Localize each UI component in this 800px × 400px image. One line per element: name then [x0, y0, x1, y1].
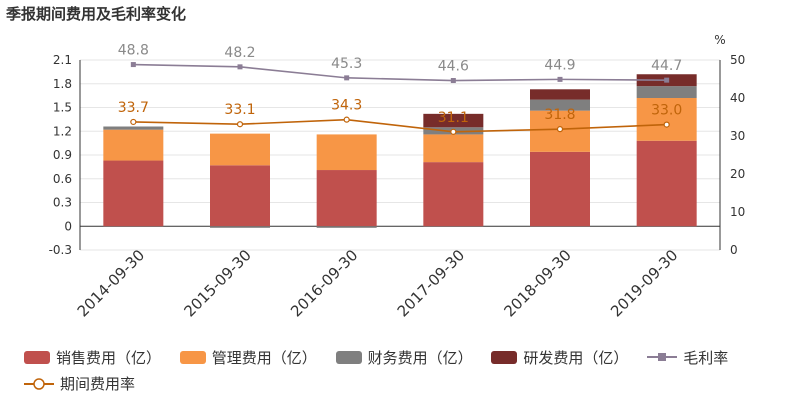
point-period	[236, 121, 244, 128]
bar-admin	[103, 129, 164, 161]
y-tick-label-left: -0.3	[49, 243, 72, 257]
legend-swatch-period	[24, 377, 54, 390]
legend-swatch-finance	[335, 351, 362, 364]
legend-item-sales[interactable]: 销售费用（亿）	[24, 345, 161, 371]
legend-swatch-sales	[24, 351, 50, 364]
x-tick-label: 2017-09-30	[394, 246, 468, 320]
bar-sales	[103, 160, 164, 227]
y-tick-label-left: 0.9	[53, 148, 72, 162]
data-label-gross: 44.7	[651, 58, 682, 74]
y-tick-label-left: 1.5	[53, 101, 72, 115]
legend-item-finance[interactable]: 财务费用（亿）	[335, 345, 473, 371]
point-gross	[450, 78, 456, 84]
legend-label-finance: 财务费用（亿）	[367, 349, 473, 367]
point-period	[343, 116, 350, 123]
data-label-period: 33.1	[224, 102, 255, 118]
bar-admin	[636, 98, 697, 141]
y-tick-label-left: 2.1	[53, 53, 72, 67]
y-tick-label-right: 10	[730, 205, 745, 219]
legend-label-gross: 毛利率	[683, 348, 729, 367]
bar-finance	[530, 99, 590, 111]
point-period	[663, 121, 670, 128]
data-label-period: 33.0	[651, 103, 682, 119]
y-tick-label-left: 1.8	[53, 77, 72, 91]
bar-finance	[316, 226, 377, 228]
bar-finance	[210, 226, 270, 228]
data-label-period: 34.3	[331, 98, 362, 114]
point-gross	[557, 76, 563, 82]
y-tick-label-right: 0	[730, 243, 738, 257]
legend-label-admin: 管理费用（亿）	[211, 349, 317, 367]
legend-swatch-gross	[647, 353, 678, 361]
legend-swatch-admin	[179, 351, 206, 364]
data-label-period: 31.1	[438, 110, 469, 126]
point-gross	[344, 75, 350, 81]
bar-admin	[423, 134, 484, 163]
y-tick-label-left: 0	[64, 219, 72, 233]
bar-sales	[530, 151, 590, 227]
y-tick-label-right: 30	[730, 129, 745, 143]
x-tick-label: 2014-09-30	[74, 246, 148, 320]
right-axis-unit: %	[714, 33, 725, 47]
data-label-gross: 45.3	[331, 56, 362, 72]
x-tick-label: 2018-09-30	[500, 246, 574, 320]
line-period	[133, 118, 667, 133]
legend-label-rd: 研发费用（亿）	[523, 349, 629, 367]
bar-rd	[530, 89, 590, 100]
legend-label-period: 期间费用率	[60, 375, 136, 393]
point-period	[450, 128, 457, 135]
data-label-period: 33.7	[118, 100, 149, 116]
point-period	[556, 126, 564, 133]
legend-item-admin[interactable]: 管理费用（亿）	[179, 345, 317, 371]
y-tick-label-left: 0.6	[53, 172, 72, 186]
x-tick-label: 2016-09-30	[287, 246, 361, 320]
legend-item-period[interactable]: 期间费用率	[24, 371, 135, 397]
bar-admin	[316, 134, 377, 171]
legend-label-sales: 销售费用（亿）	[56, 349, 162, 367]
legend: 销售费用（亿） 管理费用（亿） 财务费用（亿） 研发费用（亿） 毛利率	[24, 344, 794, 397]
legend-swatch-rd	[491, 351, 518, 364]
chart-title: 季报期间费用及毛利率变化	[6, 5, 187, 23]
legend-item-rd[interactable]: 研发费用（亿）	[491, 345, 628, 371]
y-tick-label-right: 40	[730, 91, 745, 105]
point-period	[130, 118, 137, 126]
line-gross	[133, 63, 667, 82]
point-gross	[130, 62, 136, 68]
bar-finance	[103, 126, 164, 130]
bar-rd	[423, 113, 484, 128]
bar-sales	[316, 170, 377, 227]
bar-sales	[210, 165, 270, 227]
data-label-gross: 44.9	[544, 57, 575, 73]
legend-item-gross[interactable]: 毛利率	[647, 344, 728, 370]
point-gross	[664, 77, 670, 83]
bar-finance	[636, 86, 697, 98]
y-tick-label-right: 50	[730, 53, 745, 67]
y-tick-label-left: 1.2	[53, 124, 72, 138]
y-tick-label-left: 0.3	[53, 196, 72, 210]
y-tick-label-right: 20	[730, 167, 745, 181]
data-label-gross: 48.2	[224, 45, 255, 61]
point-gross	[237, 64, 243, 70]
data-label-gross: 48.8	[118, 43, 149, 59]
bar-sales	[423, 162, 484, 227]
data-label-period: 31.8	[544, 107, 575, 123]
bar-sales	[636, 140, 697, 227]
x-tick-label: 2019-09-30	[607, 246, 681, 320]
bar-admin	[210, 133, 270, 166]
data-label-gross: 44.6	[438, 59, 469, 75]
chart-plot: -0.3 0 0.3 0.6 0.9 1.2 1.5 1.8 2.1 0 10 20 30 40 50% 20…	[49, 33, 746, 320]
x-tick-label: 2015-09-30	[180, 246, 254, 320]
